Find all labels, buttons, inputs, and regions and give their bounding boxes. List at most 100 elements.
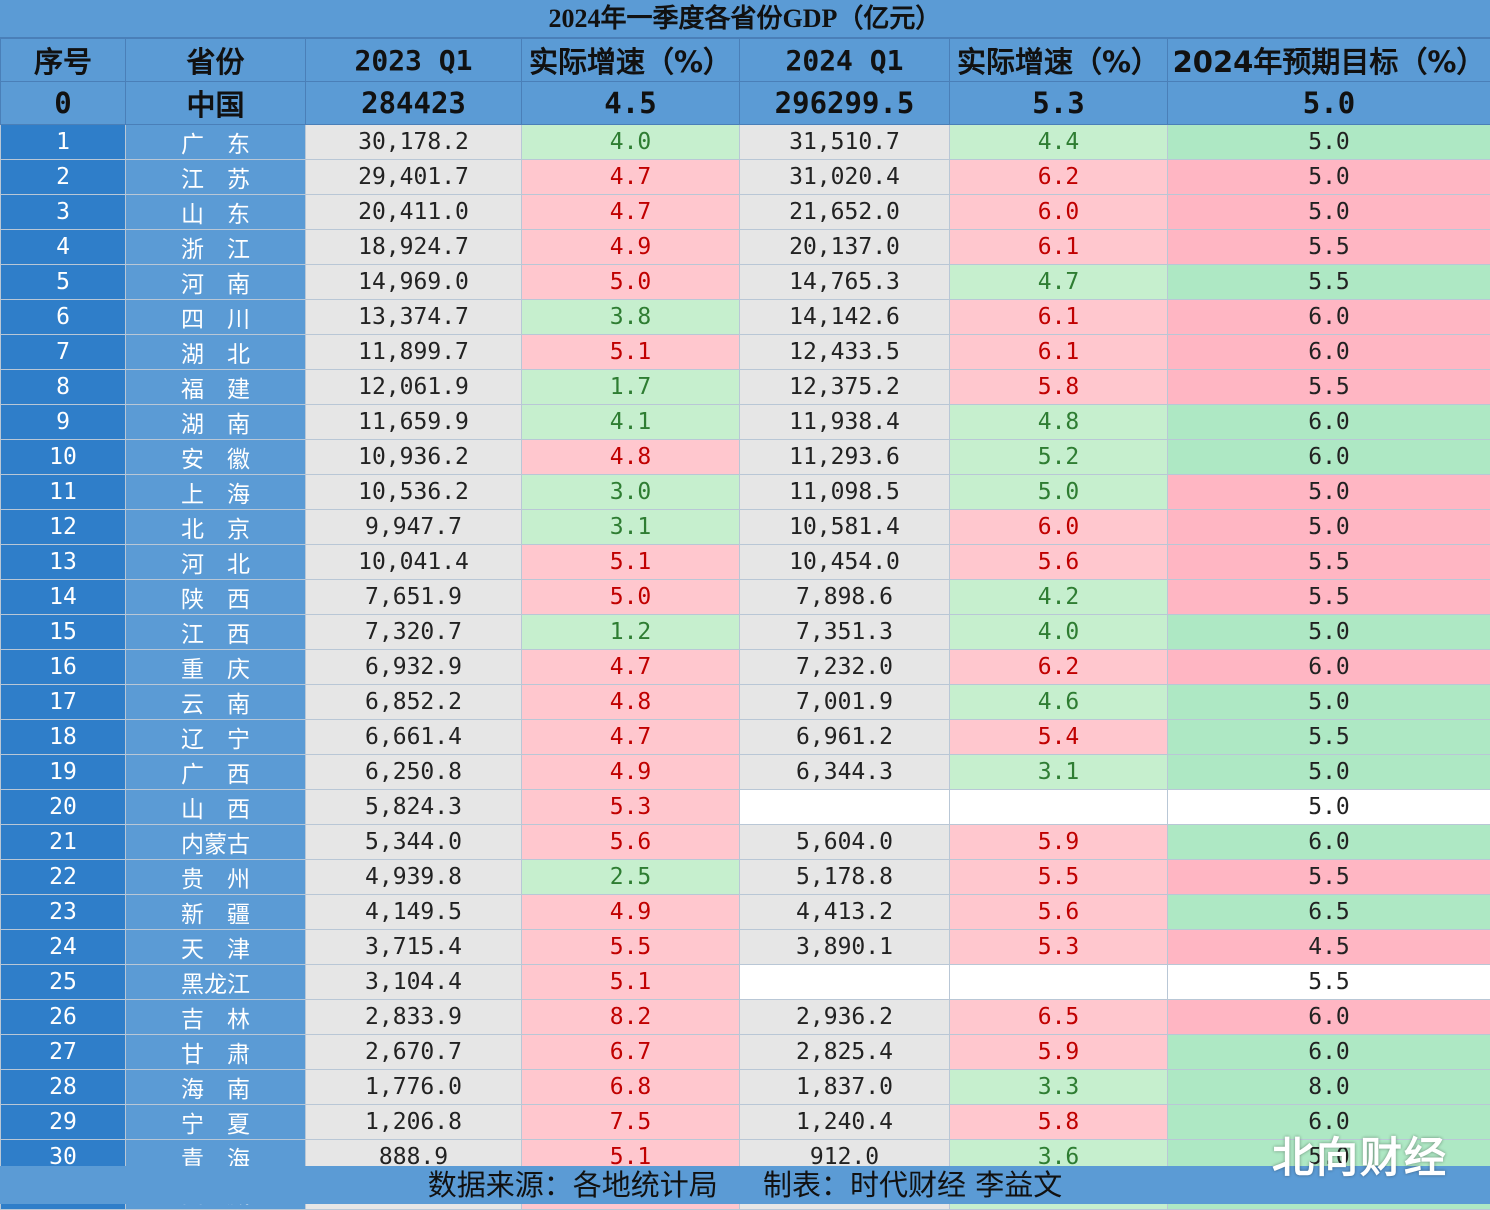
row-gdp-2024: 7,898.6 [740, 580, 950, 615]
row-target-2024: 6.0 [1168, 440, 1490, 475]
gdp-table: 序号 省份 2023 Q1 实际增速（%） 2024 Q1 实际增速（%） 20… [0, 38, 1490, 1210]
row-province: 天 津 [126, 930, 306, 965]
row-growth-2023: 6.7 [522, 1035, 740, 1070]
row-index: 23 [1, 895, 126, 930]
row-gdp-2023: 6,250.8 [306, 755, 522, 790]
row-gdp-2024: 7,001.9 [740, 685, 950, 720]
row-province: 陕 西 [126, 580, 306, 615]
row-growth-2023: 2.5 [522, 860, 740, 895]
row-gdp-2023: 1,206.8 [306, 1105, 522, 1140]
china-gdp-2023: 284423 [306, 82, 522, 125]
row-target-2024: 5.0 [1168, 615, 1490, 650]
row-province: 浙 江 [126, 230, 306, 265]
row-gdp-2024: 20,137.0 [740, 230, 950, 265]
row-growth-2024: 5.5 [950, 860, 1168, 895]
row-gdp-2023: 7,320.7 [306, 615, 522, 650]
header-gdp-2024: 2024 Q1 [740, 39, 950, 82]
watermark-logo: 北向财经 [1272, 1124, 1448, 1185]
row-gdp-2024: 2,825.4 [740, 1035, 950, 1070]
row-gdp-2024: 14,142.6 [740, 300, 950, 335]
row-growth-2023: 1.2 [522, 615, 740, 650]
row-growth-2023: 4.7 [522, 195, 740, 230]
row-gdp-2023: 12,061.9 [306, 370, 522, 405]
row-index: 6 [1, 300, 126, 335]
header-growth-2023: 实际增速（%） [522, 39, 740, 82]
row-gdp-2023: 10,041.4 [306, 545, 522, 580]
row-gdp-2023: 4,939.8 [306, 860, 522, 895]
row-growth-2023: 3.8 [522, 300, 740, 335]
row-growth-2024: 5.9 [950, 825, 1168, 860]
row-index: 19 [1, 755, 126, 790]
row-growth-2023: 5.1 [522, 545, 740, 580]
header-target-2024: 2024年预期目标（%） [1168, 39, 1490, 82]
row-gdp-2023: 13,374.7 [306, 300, 522, 335]
row-gdp-2024: 5,178.8 [740, 860, 950, 895]
row-target-2024: 5.5 [1168, 230, 1490, 265]
row-index: 18 [1, 720, 126, 755]
row-gdp-2024: 21,652.0 [740, 195, 950, 230]
header-growth-2024: 实际增速（%） [950, 39, 1168, 82]
row-province: 辽 宁 [126, 720, 306, 755]
row-growth-2023: 5.5 [522, 930, 740, 965]
row-index: 3 [1, 195, 126, 230]
row-province: 河 南 [126, 265, 306, 300]
row-index: 12 [1, 510, 126, 545]
row-growth-2024: 5.0 [950, 475, 1168, 510]
row-gdp-2023: 3,715.4 [306, 930, 522, 965]
row-gdp-2023: 1,776.0 [306, 1070, 522, 1105]
row-gdp-2023: 3,104.4 [306, 965, 522, 1000]
row-target-2024: 6.0 [1168, 1035, 1490, 1070]
row-gdp-2023: 11,899.7 [306, 335, 522, 370]
row-gdp-2023: 5,344.0 [306, 825, 522, 860]
row-province: 安 徽 [126, 440, 306, 475]
row-gdp-2023: 9,947.7 [306, 510, 522, 545]
row-gdp-2024: 5,604.0 [740, 825, 950, 860]
row-gdp-2024: 11,098.5 [740, 475, 950, 510]
row-growth-2023: 3.0 [522, 475, 740, 510]
row-index: 11 [1, 475, 126, 510]
china-target: 5.0 [1168, 82, 1490, 125]
row-target-2024: 5.0 [1168, 195, 1490, 230]
row-growth-2024: 5.3 [950, 930, 1168, 965]
row-target-2024: 5.5 [1168, 370, 1490, 405]
row-gdp-2024: 11,938.4 [740, 405, 950, 440]
china-index: 0 [1, 82, 126, 125]
row-growth-2023: 5.1 [522, 335, 740, 370]
row-index: 5 [1, 265, 126, 300]
row-gdp-2024 [740, 965, 950, 1000]
row-growth-2024: 6.2 [950, 160, 1168, 195]
row-growth-2024: 5.8 [950, 370, 1168, 405]
china-row: 0 中国 284423 4.5 296299.5 5.3 5.0 [1, 82, 1490, 125]
header-province: 省份 [126, 39, 306, 82]
row-target-2024: 5.0 [1168, 510, 1490, 545]
row-gdp-2024: 7,351.3 [740, 615, 950, 650]
row-growth-2023: 4.7 [522, 650, 740, 685]
row-gdp-2024: 1,837.0 [740, 1070, 950, 1105]
row-growth-2023: 6.8 [522, 1070, 740, 1105]
row-growth-2023: 4.0 [522, 125, 740, 160]
row-growth-2023: 5.6 [522, 825, 740, 860]
row-growth-2023: 8.2 [522, 1000, 740, 1035]
row-growth-2023: 5.0 [522, 580, 740, 615]
row-index: 25 [1, 965, 126, 1000]
table-title: 2024年一季度各省份GDP（亿元） [0, 0, 1490, 38]
row-index: 14 [1, 580, 126, 615]
row-gdp-2024: 10,454.0 [740, 545, 950, 580]
row-target-2024: 6.0 [1168, 1000, 1490, 1035]
row-province: 山 东 [126, 195, 306, 230]
header-row: 序号 省份 2023 Q1 实际增速（%） 2024 Q1 实际增速（%） 20… [1, 39, 1490, 82]
row-target-2024: 6.0 [1168, 300, 1490, 335]
row-province: 上 海 [126, 475, 306, 510]
row-province: 四 川 [126, 300, 306, 335]
